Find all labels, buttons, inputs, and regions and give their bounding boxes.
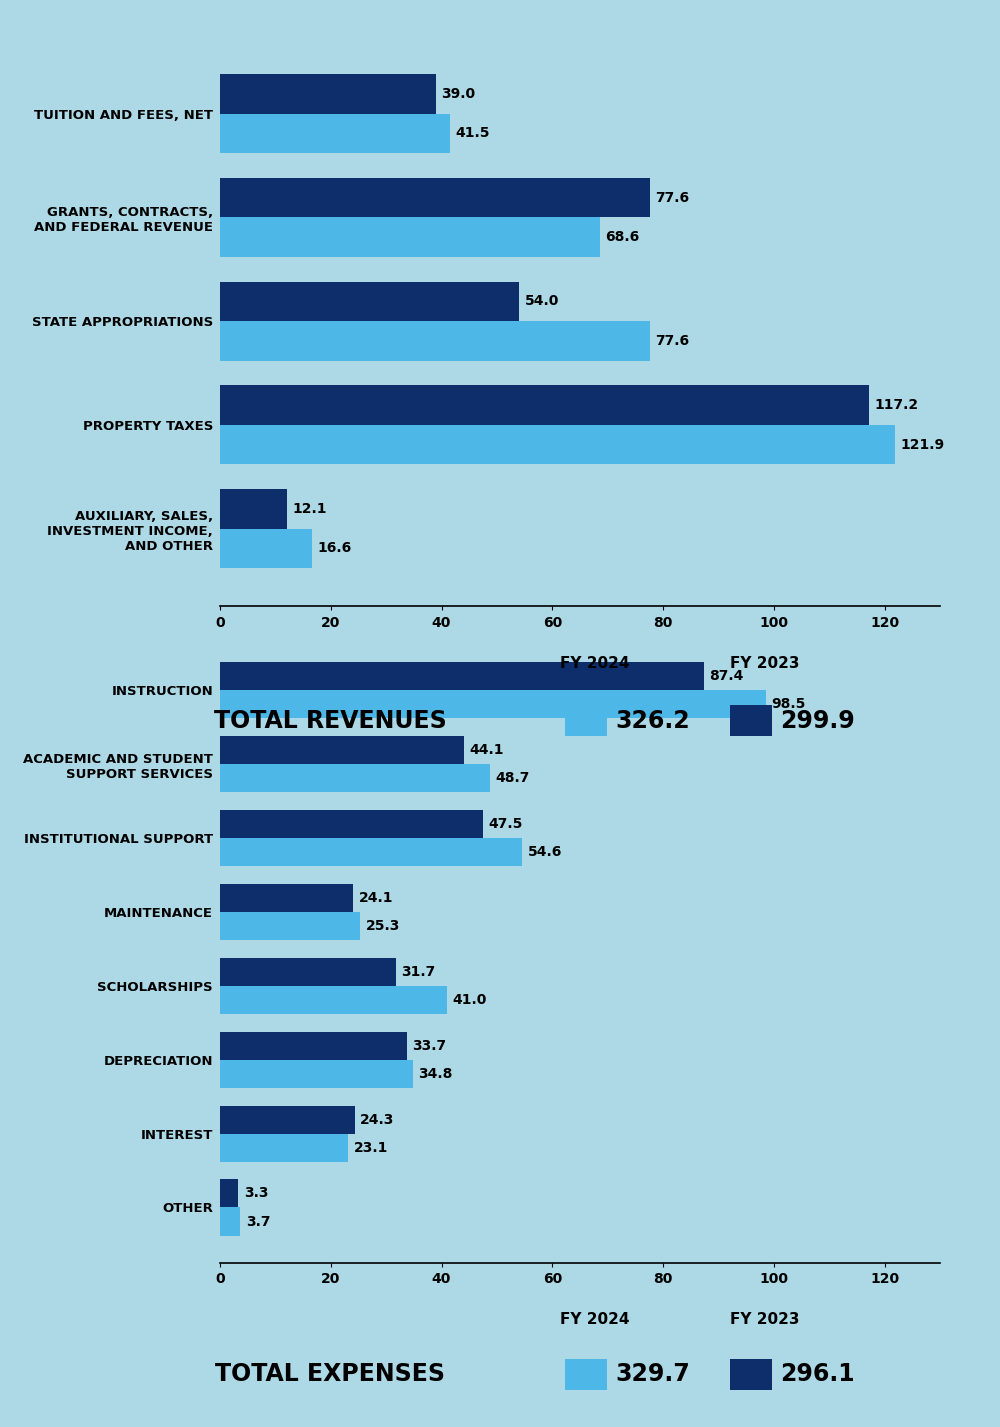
Bar [220, 281, 519, 321]
Text: 54.6: 54.6 [528, 845, 562, 859]
Text: 39.0: 39.0 [442, 87, 476, 101]
Bar [220, 1060, 413, 1087]
Text: 329.7: 329.7 [615, 1363, 690, 1386]
Text: 326.2: 326.2 [615, 709, 690, 732]
Bar [220, 1180, 238, 1207]
Text: 34.8: 34.8 [418, 1067, 453, 1080]
Bar [220, 662, 704, 691]
Text: FY 2023: FY 2023 [730, 656, 800, 671]
Text: 41.5: 41.5 [455, 126, 490, 140]
Text: 23.1: 23.1 [353, 1140, 388, 1154]
Bar [220, 691, 766, 718]
Text: 3.7: 3.7 [246, 1214, 271, 1229]
Bar [220, 912, 360, 940]
Text: 25.3: 25.3 [366, 919, 400, 933]
Bar [220, 385, 869, 425]
Bar [220, 321, 650, 361]
Text: 33.7: 33.7 [412, 1039, 446, 1053]
Bar [220, 1207, 240, 1236]
Text: 77.6: 77.6 [655, 191, 689, 204]
Text: 31.7: 31.7 [401, 965, 435, 979]
Bar [220, 765, 490, 792]
Text: 44.1: 44.1 [470, 743, 504, 758]
Text: TOTAL REVENUES: TOTAL REVENUES [214, 709, 446, 732]
Bar [220, 74, 436, 114]
Text: 98.5: 98.5 [771, 698, 805, 712]
Text: 117.2: 117.2 [875, 398, 919, 412]
Text: 77.6: 77.6 [655, 334, 689, 348]
Bar [220, 489, 287, 528]
Text: 24.3: 24.3 [360, 1113, 394, 1126]
Bar [220, 217, 600, 257]
Text: 87.4: 87.4 [710, 669, 744, 684]
Bar [220, 883, 353, 912]
Bar [220, 736, 464, 765]
Text: 68.6: 68.6 [605, 230, 640, 244]
Text: 16.6: 16.6 [317, 541, 352, 555]
Text: 12.1: 12.1 [293, 502, 327, 517]
Text: 121.9: 121.9 [901, 438, 945, 451]
Text: 47.5: 47.5 [489, 818, 523, 831]
Bar [220, 1106, 355, 1133]
Bar [220, 114, 450, 153]
Text: FY 2024: FY 2024 [560, 1313, 630, 1327]
Bar [220, 811, 483, 838]
Text: 299.9: 299.9 [780, 709, 855, 732]
Bar [220, 1133, 348, 1162]
Bar [220, 838, 522, 866]
Bar [220, 178, 650, 217]
Text: TOTAL EXPENSES: TOTAL EXPENSES [215, 1363, 445, 1386]
Bar [220, 986, 447, 1015]
Bar [220, 1032, 407, 1060]
Text: 41.0: 41.0 [453, 993, 487, 1007]
Text: 24.1: 24.1 [359, 890, 394, 905]
Text: 296.1: 296.1 [780, 1363, 855, 1386]
Bar [220, 425, 895, 464]
Text: 3.3: 3.3 [244, 1186, 268, 1200]
Bar [220, 528, 312, 568]
Text: FY 2023: FY 2023 [730, 1313, 800, 1327]
Text: FY 2024: FY 2024 [560, 656, 630, 671]
Text: 54.0: 54.0 [525, 294, 559, 308]
Text: 48.7: 48.7 [495, 772, 530, 785]
Bar [220, 958, 396, 986]
